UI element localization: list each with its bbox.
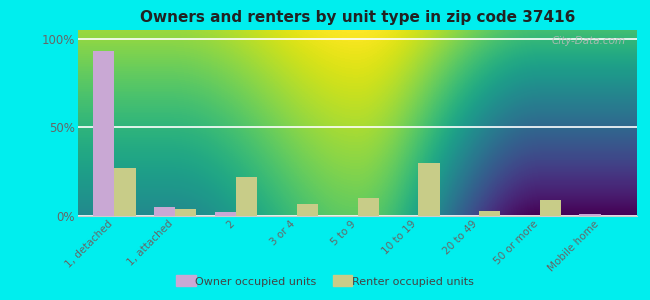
Bar: [579, 214, 601, 216]
Bar: [540, 200, 561, 216]
Bar: [297, 204, 318, 216]
Bar: [214, 212, 236, 216]
Bar: [114, 168, 136, 216]
Bar: [236, 177, 257, 216]
Bar: [418, 163, 439, 216]
Bar: [93, 51, 114, 216]
Text: City-Data.com: City-Data.com: [552, 36, 626, 46]
Bar: [479, 211, 501, 216]
Bar: [154, 207, 176, 216]
Bar: [176, 209, 196, 216]
Bar: [358, 198, 379, 216]
Title: Owners and renters by unit type in zip code 37416: Owners and renters by unit type in zip c…: [140, 10, 575, 25]
Legend: Owner occupied units, Renter occupied units: Owner occupied units, Renter occupied un…: [172, 272, 478, 291]
